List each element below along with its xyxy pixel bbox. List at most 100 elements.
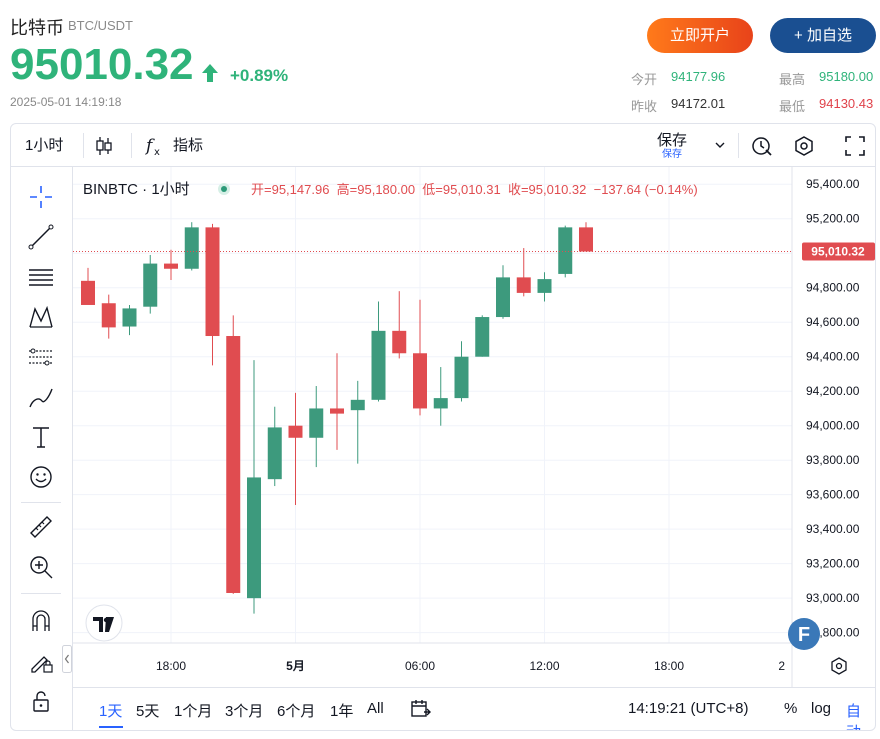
y-tick-label: 94,800.00 [806,281,860,295]
y-tick-label: 93,600.00 [806,488,860,502]
magnet-icon[interactable] [27,607,55,635]
market-status-icon [221,186,227,192]
range-3m[interactable]: 3个月 [225,703,264,720]
candle-body [288,425,303,438]
candle-body [247,477,261,599]
candle-body [330,408,344,414]
alert-clock-icon[interactable] [750,134,774,158]
x-tick-label: 06:00 [405,659,435,673]
axis-settings-icon[interactable] [831,657,847,675]
y-tick-label: 93,200.00 [806,557,860,571]
candle [122,304,137,336]
pattern-icon[interactable] [27,303,55,331]
y-tick-label: 94,600.00 [806,315,860,329]
candle-body [516,277,531,293]
candle [205,223,220,366]
emoji-icon[interactable] [27,463,55,491]
brand-badge-icon: F [788,618,820,650]
candle-body [392,330,407,354]
candle [433,367,448,426]
text-tool-icon[interactable] [27,423,55,451]
y-tick-label: 94,200.00 [806,384,860,398]
candle-body [413,353,427,409]
x-tick-label: 5月 [286,659,305,673]
range-1y[interactable]: 1年 [330,703,354,720]
candle-body [579,227,593,252]
auto-scale-toggle[interactable]: 自动 [846,703,862,730]
y-tick-label: 93,000.00 [806,591,860,605]
y-tick-label: 95,400.00 [806,177,860,191]
legend-ohlc: 开=95,147.96 高=95,180.00 低=95,010.31 收=95… [251,182,698,197]
y-tick-label: 94,000.00 [806,419,860,433]
horizontal-lines-icon[interactable] [27,263,55,291]
percent-scale-toggle[interactable]: % [784,700,798,717]
fullscreen-icon[interactable] [844,135,866,157]
chevron-down-icon[interactable] [715,140,725,150]
candle-body [537,279,552,293]
lock-drawing-icon[interactable] [27,647,55,675]
candle [184,222,199,271]
drawing-toolbar [11,167,73,730]
candle-type-icon[interactable] [95,136,113,156]
add-watchlist-button[interactable]: + 加自选 [770,18,876,53]
open-account-button[interactable]: 立即开户 [647,18,753,53]
crosshair-icon[interactable] [27,183,55,211]
tradingview-logo-icon [85,604,123,642]
chart-clock[interactable]: 14:19:21 (UTC+8) [628,700,749,717]
svg-text:F: F [798,624,810,646]
change-percent: +0.89% [230,66,289,85]
candle [267,406,282,487]
last-price: 95010.32 [10,40,194,89]
legend-symbol: BINBTC · 1小时 [83,181,190,198]
ruler-icon[interactable] [27,513,55,541]
trend-line-icon[interactable] [27,223,55,251]
candle-body [558,227,573,274]
save-sub-label: 保存 [662,149,682,160]
candle-body [371,330,386,400]
y-tick-label: 95,200.00 [806,212,860,226]
candle [330,353,344,450]
candle [247,360,261,614]
y-tick-label: 94,400.00 [806,350,860,364]
x-tick-label: 18:00 [156,659,186,673]
indicators-button[interactable]: 指标 [173,137,204,154]
log-scale-toggle[interactable]: log [811,700,832,717]
asset-pair: BTC/USDT [68,18,133,33]
candle-body [205,227,220,337]
unlock-icon[interactable] [27,687,55,715]
stat-prev-close: 昨收 94172.01 [631,96,726,114]
candle-body [475,317,490,357]
candle [350,380,365,464]
zoom-in-icon[interactable] [27,553,55,581]
candle [413,299,427,416]
candle-body [309,408,324,438]
collapse-toolbar-icon[interactable] [62,645,72,673]
indicators-icon[interactable]: f x [145,135,165,157]
range-1m[interactable]: 1个月 [174,703,213,720]
y-tick-label: 93,800.00 [806,453,860,467]
candle [392,291,407,359]
price-chart[interactable]: 92,800.0093,000.0093,200.0093,400.0093,6… [73,167,875,687]
quote-timestamp: 2025-05-01 14:19:18 [10,95,122,109]
settings-hexagon-icon[interactable] [792,134,816,158]
range-6m[interactable]: 6个月 [277,703,316,720]
svg-text:x: x [154,147,160,157]
range-5d[interactable]: 5天 [136,703,160,720]
chart-widget: 1小时 f x 指标 保存 保存 [10,123,876,731]
candle [475,315,490,357]
range-active-underline [99,726,123,728]
range-1d[interactable]: 1天 [99,703,123,720]
candle [454,341,469,402]
asset-name: 比特币 [10,18,64,38]
candle [226,315,241,594]
range-all[interactable]: All [367,700,384,717]
candle [579,222,593,252]
x-tick-label: 18:00 [654,659,684,673]
fib-retracement-icon[interactable] [27,343,55,371]
save-button[interactable]: 保存 [657,132,688,149]
candle [81,267,95,305]
current-price-tag: 95,010.32 [802,242,875,261]
brush-icon[interactable] [27,383,55,411]
date-range-icon[interactable] [410,698,432,720]
interval-selector[interactable]: 1小时 [25,137,64,154]
